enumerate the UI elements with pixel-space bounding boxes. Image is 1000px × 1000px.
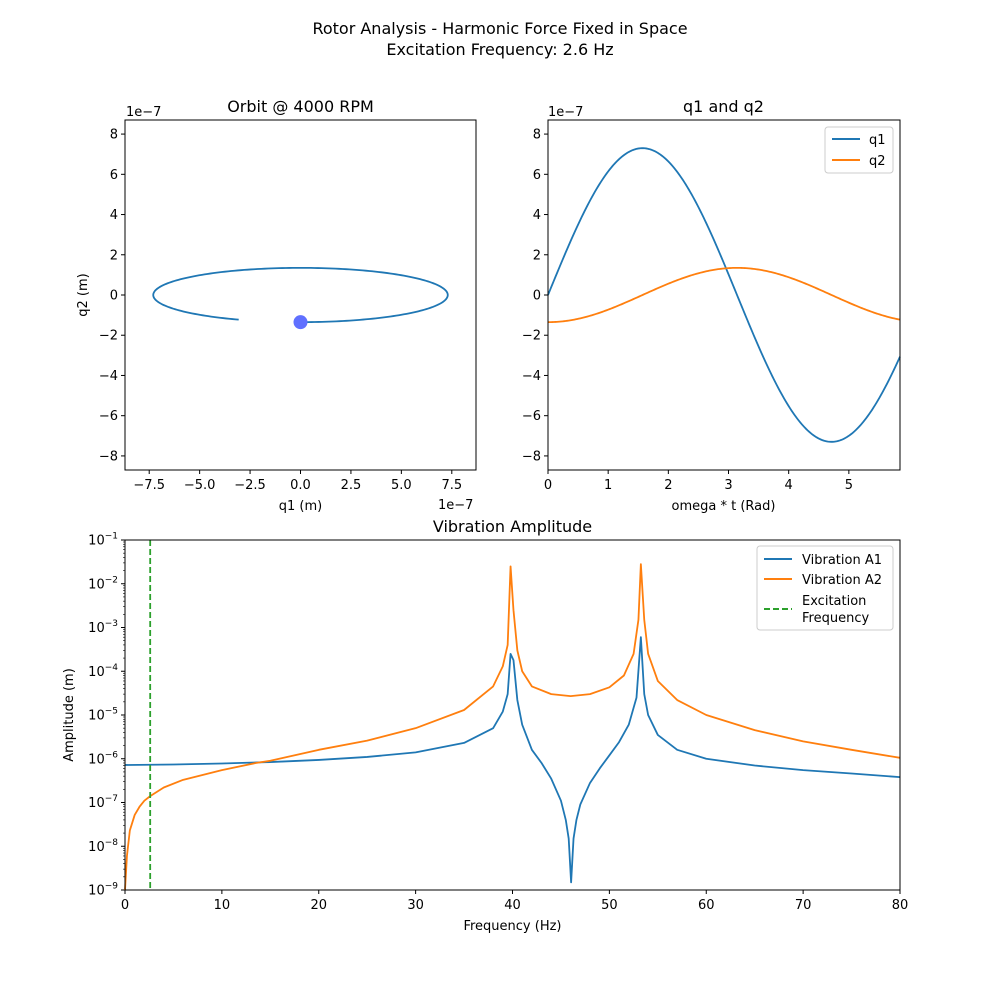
amp-x-tick-label: 20	[310, 898, 327, 913]
orbit-y-tick-label: 0	[110, 289, 118, 304]
amp-y-tick-label: 10−2	[88, 575, 118, 592]
amp-x-tick-label: 80	[892, 898, 909, 913]
q-y-tick-label: 4	[533, 208, 541, 223]
amp-title: Vibration Amplitude	[433, 517, 592, 536]
orbit-y-tick-label: −4	[99, 369, 118, 384]
orbit-x-tick-label: −7.5	[133, 478, 165, 493]
orbit-y-tick-label: −2	[99, 329, 118, 344]
amp-series-a2	[124, 563, 901, 891]
orbit-curve	[152, 266, 449, 324]
amp-ylabel: Amplitude (m)	[62, 668, 77, 762]
amp-x-tick-label: 10	[214, 898, 231, 913]
figure-title-line2: Excitation Frequency: 2.6 Hz	[386, 40, 613, 59]
orbit-x-tick-label: 0.0	[290, 478, 311, 493]
orbit-y-tick-label: −6	[99, 409, 118, 424]
q-series-q2	[547, 266, 901, 324]
amp-y-tick-label: 10−9	[88, 882, 118, 899]
q-y-offset-label: 1e−7	[548, 105, 583, 120]
amp-axes-frame	[124, 539, 901, 891]
orbit-x-offset-label: 1e−7	[438, 498, 473, 513]
orbit-subplot: Orbit @ 4000 RPM 1e−7 1e−7 q1 (m) q2 (m)…	[76, 97, 477, 514]
q-xlabel: omega * t (Rad)	[672, 499, 776, 514]
q-legend-q1-label: q1	[869, 133, 886, 148]
orbit-axes-frame	[124, 119, 477, 471]
q-legend-q2-label: q2	[869, 154, 886, 169]
amp-y-tick-label: 10−6	[88, 750, 118, 767]
q-y-tick-label: −2	[522, 329, 541, 344]
amp-y-tick-label: 10−8	[88, 838, 118, 855]
orbit-y-tick-label: 6	[110, 168, 118, 183]
orbit-x-tick-label: 5.0	[391, 478, 412, 493]
amp-legend-a1-label: Vibration A1	[802, 553, 882, 568]
amp-y-tick-label: 10−3	[88, 619, 118, 636]
q-x-tick-label: 2	[664, 478, 672, 493]
q-title: q1 and q2	[683, 97, 764, 116]
amp-x-tick-label: 40	[504, 898, 521, 913]
orbit-ylabel: q2 (m)	[76, 273, 91, 316]
amp-y-tick-label: 10−5	[88, 707, 118, 724]
amp-x-tick-label: 0	[121, 898, 129, 913]
q-y-tick-label: 0	[533, 289, 541, 304]
orbit-x-tick-label: 7.5	[441, 478, 462, 493]
q-x-tick-label: 4	[785, 478, 793, 493]
q-y-tick-label: 6	[533, 168, 541, 183]
q-y-tick-label: −8	[522, 449, 541, 464]
q-y-tick-label: −4	[522, 369, 541, 384]
q-y-tick-label: 8	[533, 128, 541, 143]
amp-series-a1	[124, 636, 901, 884]
q-subplot: q1 and q2 1e−7 omega * t (Rad) 0 1 2 3 4 5 −8 −…	[522, 97, 901, 514]
amp-subplot: Vibration Amplitude Frequency (Hz) Ampli…	[62, 517, 908, 934]
orbit-y-offset-label: 1e−7	[126, 105, 161, 120]
amp-y-tick-label: 10−1	[88, 532, 118, 549]
orbit-y-tick-label: 8	[110, 128, 118, 143]
q-x-tick-label: 3	[724, 478, 732, 493]
orbit-xlabel: q1 (m)	[279, 499, 322, 514]
q-y-tick-label: 2	[533, 248, 541, 263]
amp-y-tick-label: 10−4	[88, 663, 118, 680]
q-x-tick-label: 1	[604, 478, 612, 493]
figure-title-line1: Rotor Analysis - Harmonic Force Fixed in…	[312, 19, 687, 38]
q-x-tick-label: 5	[845, 478, 853, 493]
amp-x-tick-label: 60	[698, 898, 715, 913]
q-series-q1	[547, 147, 901, 443]
orbit-title: Orbit @ 4000 RPM	[227, 97, 374, 116]
q-legend: q1 q2	[824, 126, 894, 174]
amp-legend-a2-label: Vibration A2	[802, 573, 882, 588]
amp-x-tick-label: 50	[601, 898, 618, 913]
orbit-y-tick-label: 4	[110, 208, 118, 223]
orbit-x-tick-label: −2.5	[234, 478, 266, 493]
orbit-position-marker	[293, 315, 308, 330]
orbit-x-tick-label: 2.5	[341, 478, 362, 493]
orbit-y-tick-label: 2	[110, 248, 118, 263]
q-x-tick-label: 0	[544, 478, 552, 493]
amp-legend-exc-label-line2: Frequency	[802, 611, 869, 626]
amp-legend: Vibration A1 Vibration A2 Excitation Fre…	[756, 545, 894, 631]
amp-x-tick-label: 70	[795, 898, 812, 913]
orbit-y-tick-label: −8	[99, 449, 118, 464]
q-y-tick-label: −6	[522, 409, 541, 424]
orbit-x-tick-label: −5.0	[184, 478, 216, 493]
amp-y-tick-label: 10−7	[88, 794, 118, 811]
amp-xlabel: Frequency (Hz)	[463, 919, 561, 934]
amp-x-tick-label: 30	[407, 898, 424, 913]
q-axes-frame	[547, 119, 901, 471]
amp-legend-exc-label-line1: Excitation	[802, 594, 866, 609]
